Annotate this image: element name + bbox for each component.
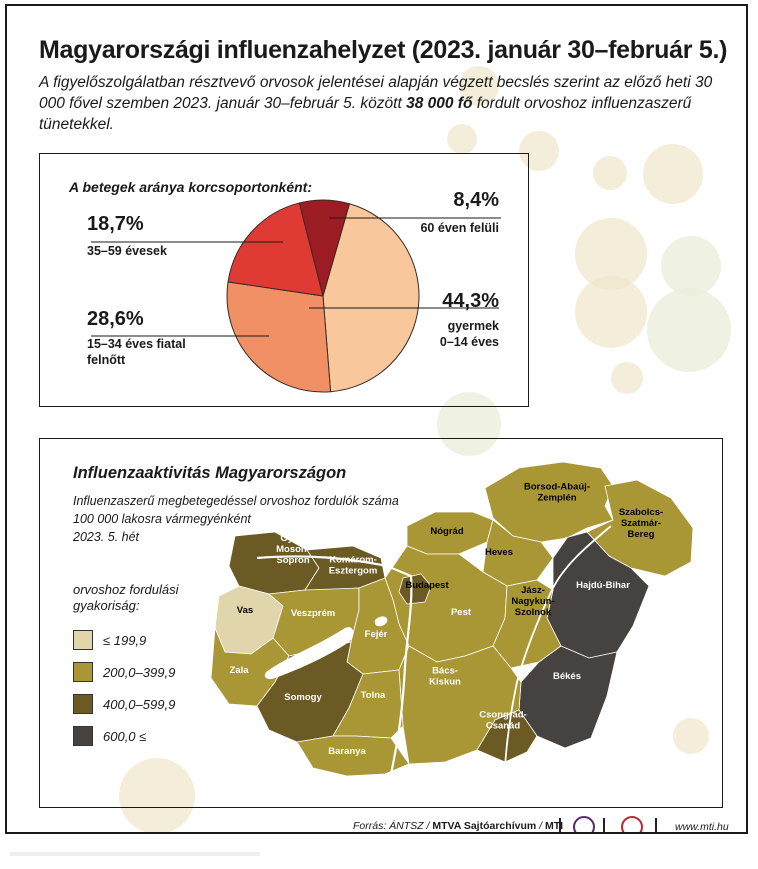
county-label: Zala — [229, 665, 249, 676]
legend-swatch — [73, 694, 93, 714]
county-label: Jász-Nagykun-Szolnok — [511, 585, 554, 618]
county-label: Budapest — [405, 580, 449, 591]
county-label: Békés — [553, 671, 581, 682]
legend-label: ≤ 199,9 — [103, 633, 147, 648]
county-csongrad — [476, 709, 538, 763]
legend-label: 200,0–399,9 — [103, 665, 176, 680]
infographic-frame: Magyarországi influenzahelyzet (2023. ja… — [5, 4, 748, 834]
bottom-divider — [10, 852, 260, 856]
decor-blob — [437, 392, 501, 456]
county-label: Veszprém — [291, 608, 335, 619]
pie-panel — [39, 153, 529, 407]
decor-blob — [593, 156, 627, 190]
footer-separator — [655, 818, 657, 832]
map-subtitle: Influenzaszerű megbetegedéssel orvoshoz … — [73, 494, 399, 544]
footer-url: www.mti.hu — [675, 821, 729, 833]
decor-blob — [519, 131, 559, 171]
county-label: Somogy — [284, 692, 322, 703]
page-subtitle: A figyelőszolgálatban résztvevő orvosok … — [39, 74, 713, 133]
county-label: Heves — [485, 547, 513, 558]
county-label: Nógrád — [430, 526, 463, 537]
pie-chart-title: A betegek aránya korcsoportonként: — [69, 179, 312, 195]
county-label: Pest — [451, 607, 472, 618]
map-panel — [39, 438, 723, 808]
county-label: Fejér — [365, 629, 388, 640]
county-szabolcs — [586, 479, 694, 577]
subtitle-highlight: 38 000 fő — [406, 95, 473, 112]
county-label: Győr-Moson-Sopron — [276, 533, 310, 566]
decor-blob — [611, 362, 643, 394]
balaton-lake — [264, 627, 354, 680]
county-label: Szabolcs-Szatmár-Bereg — [619, 507, 663, 540]
legend-swatch — [73, 630, 93, 650]
county-bekes — [518, 645, 618, 749]
source-credit: Forrás: ÁNTSZ / MTVA Sajtóarchívum / MTI — [353, 820, 564, 832]
hungary-map: Borsod-Abaúj-Zemplén Szabolcs-Szatmár-Be… — [210, 461, 694, 777]
pie-label-60plus-text: 60 éven felüli — [420, 221, 499, 235]
pie-label-15-34-text: 15–34 éves fiatal felnőtt — [87, 337, 186, 367]
legend-swatch — [73, 726, 93, 746]
county-budapest — [398, 573, 432, 605]
decor-blob — [643, 144, 703, 204]
decor-blob — [447, 124, 477, 154]
decor-blob — [661, 236, 721, 296]
mtva-logo — [573, 816, 595, 832]
pie-label-15-34-pct: 28,6% — [87, 308, 144, 330]
legend-title: orvoshoz fordulási gyakoriság: — [73, 582, 179, 613]
footer-separator — [559, 818, 561, 832]
county-label: Komárom-Esztergom — [329, 555, 378, 577]
pie-label-35-59-pct: 18,7% — [87, 213, 144, 235]
pie-label-0-14-text: gyermek 0–14 éves — [439, 319, 499, 349]
county-label: Vas — [237, 605, 253, 616]
decor-blob — [119, 758, 195, 832]
footer: Forrás: ÁNTSZ / MTVA Sajtóarchívum / MTI… — [7, 816, 746, 833]
legend-label: 400,0–599,9 — [103, 697, 176, 712]
footer-separator — [603, 818, 605, 832]
decor-blob — [459, 66, 499, 106]
mti-logo — [621, 816, 643, 832]
pie-label-60plus-pct: 8,4% — [453, 189, 499, 211]
tisza-river — [504, 525, 612, 767]
county-label: Hajdú-Bihar — [576, 580, 630, 591]
page-title: Magyarországi influenzahelyzet (2023. ja… — [39, 36, 728, 64]
county-baranya — [296, 735, 410, 777]
legend-label: 600,0 ≤ — [103, 729, 147, 744]
pie-label-0-14-pct: 44,3% — [442, 290, 499, 312]
decor-blob — [575, 276, 647, 348]
decor-blob — [673, 718, 709, 754]
county-label: Borsod-Abaúj-Zemplén — [524, 482, 590, 504]
danube-river — [256, 555, 413, 775]
county-label: Tolna — [361, 690, 386, 701]
county-label: Csongrád-Csanád — [479, 710, 527, 732]
map-title: Influenzaaktivitás Magyarországon — [73, 464, 347, 482]
decor-blob — [647, 288, 731, 372]
legend-swatch — [73, 662, 93, 682]
county-label: Bács-Kiskun — [429, 666, 461, 688]
velence-lake — [374, 616, 388, 627]
pie-label-35-59-text: 35–59 évesek — [87, 244, 167, 258]
county-label: Baranya — [328, 746, 366, 757]
